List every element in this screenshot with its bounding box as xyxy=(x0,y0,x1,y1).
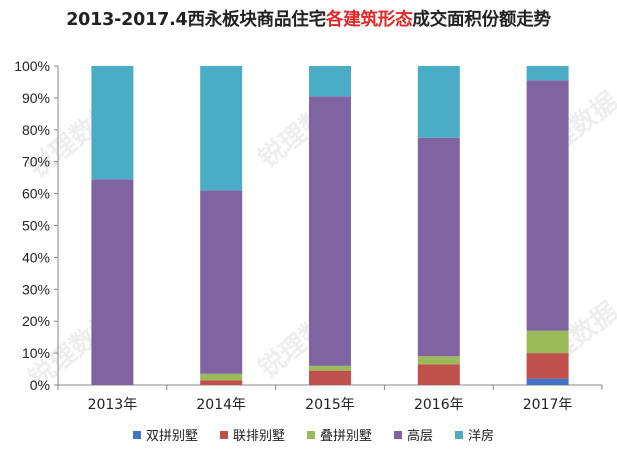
y-tick-label: 70% xyxy=(22,154,50,170)
legend-label: 双拼别墅 xyxy=(146,429,198,444)
bar-segment xyxy=(526,80,569,331)
bar-segment xyxy=(309,66,351,97)
y-tick-label: 20% xyxy=(22,313,50,329)
bar-segment xyxy=(91,179,134,385)
x-tick-label: 2015年 xyxy=(305,397,355,413)
y-tick-label: 0% xyxy=(30,377,50,393)
legend-label: 洋房 xyxy=(468,428,494,444)
bar-segment xyxy=(200,380,243,385)
title-highlight: 各建筑形态 xyxy=(325,10,413,30)
bar-segment xyxy=(200,66,243,191)
bar-segment xyxy=(417,137,460,357)
bar-segment xyxy=(526,330,569,354)
legend-swatch xyxy=(307,431,315,439)
y-tick-label: 40% xyxy=(22,249,50,265)
legend-swatch xyxy=(220,431,228,439)
x-tick-label: 2014年 xyxy=(196,397,246,413)
bar-segment xyxy=(526,378,569,385)
legend-label: 联排别墅 xyxy=(233,429,285,444)
legend-swatch xyxy=(455,431,463,439)
bar-segment xyxy=(309,365,351,371)
bar-segment xyxy=(526,353,569,379)
legend-swatch xyxy=(133,431,141,439)
bar-segment xyxy=(526,66,569,81)
y-tick-label: 100% xyxy=(14,58,50,74)
bar-segment xyxy=(309,370,351,385)
x-tick-label: 2013年 xyxy=(88,397,138,413)
bar-segment xyxy=(91,66,134,180)
bar-segment xyxy=(200,190,243,374)
legend-label: 叠拼别墅 xyxy=(320,429,372,444)
bar-segment xyxy=(417,356,460,365)
y-tick-label: 30% xyxy=(22,281,50,297)
bar-segment xyxy=(200,373,243,381)
bar-segment xyxy=(417,66,460,138)
x-tick-label: 2017年 xyxy=(523,397,573,413)
y-tick-label: 80% xyxy=(22,122,50,138)
title-part1: 2013-2017.4西永板块商品住宅 xyxy=(66,10,326,30)
bar-segment xyxy=(417,364,460,385)
x-tick-label: 2016年 xyxy=(414,397,464,413)
y-tick-label: 10% xyxy=(22,345,50,361)
y-tick-label: 50% xyxy=(22,218,50,234)
y-tick-label: 60% xyxy=(22,186,50,202)
y-tick-label: 90% xyxy=(22,90,50,106)
legend-swatch xyxy=(394,431,402,439)
legend-label: 高层 xyxy=(407,428,433,444)
bar-segment xyxy=(309,96,351,366)
title-part2: 成交面积份额走势 xyxy=(412,10,551,30)
chart-title: 2013-2017.4西永板块商品住宅各建筑形态成交面积份额走势 xyxy=(0,6,617,31)
